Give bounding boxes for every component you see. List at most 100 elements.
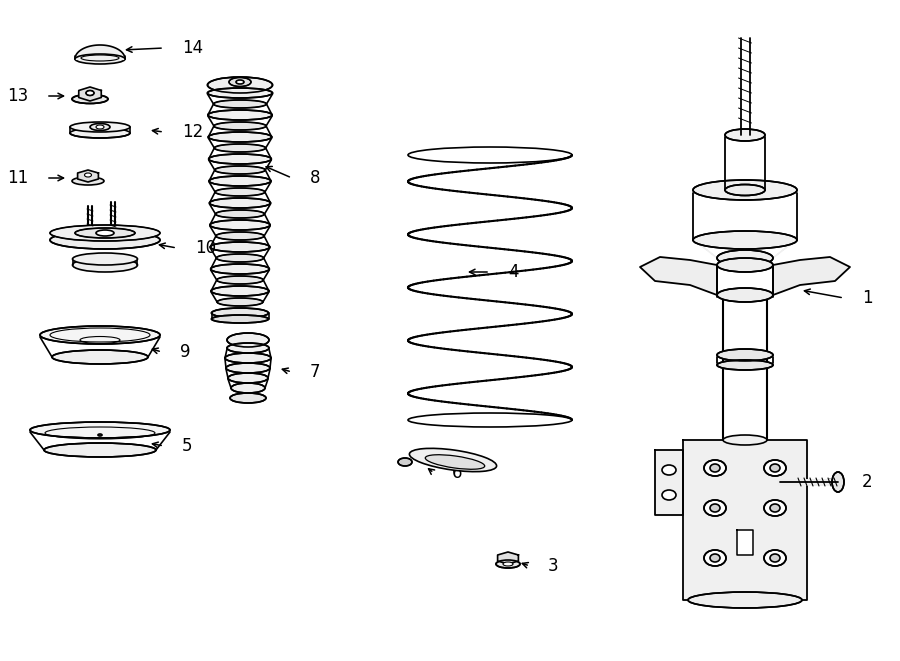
- Text: 10: 10: [195, 239, 216, 257]
- Ellipse shape: [704, 460, 726, 476]
- Ellipse shape: [725, 184, 765, 196]
- Ellipse shape: [216, 232, 264, 240]
- Text: 8: 8: [310, 169, 320, 187]
- Ellipse shape: [211, 264, 269, 274]
- Ellipse shape: [723, 435, 767, 445]
- Ellipse shape: [96, 230, 114, 236]
- Ellipse shape: [208, 88, 273, 98]
- Ellipse shape: [227, 343, 269, 353]
- Ellipse shape: [717, 349, 773, 361]
- Ellipse shape: [72, 177, 104, 185]
- Ellipse shape: [717, 250, 773, 266]
- Ellipse shape: [503, 562, 513, 566]
- Polygon shape: [737, 530, 753, 555]
- Ellipse shape: [764, 460, 786, 476]
- Ellipse shape: [770, 554, 780, 562]
- Text: 13: 13: [7, 87, 28, 105]
- Ellipse shape: [217, 276, 264, 284]
- Ellipse shape: [662, 490, 676, 500]
- Ellipse shape: [228, 373, 268, 383]
- Ellipse shape: [410, 448, 497, 472]
- Ellipse shape: [208, 77, 273, 93]
- Ellipse shape: [209, 154, 271, 164]
- Ellipse shape: [231, 383, 265, 393]
- Ellipse shape: [70, 122, 130, 132]
- Ellipse shape: [717, 288, 773, 302]
- Ellipse shape: [96, 125, 104, 129]
- Ellipse shape: [398, 458, 412, 466]
- Polygon shape: [498, 552, 518, 564]
- Polygon shape: [773, 257, 850, 295]
- Ellipse shape: [723, 290, 767, 300]
- Ellipse shape: [832, 472, 844, 492]
- Ellipse shape: [70, 128, 130, 138]
- Ellipse shape: [85, 173, 92, 177]
- Ellipse shape: [704, 500, 726, 516]
- Text: 4: 4: [508, 263, 518, 281]
- Ellipse shape: [209, 176, 271, 186]
- Ellipse shape: [227, 333, 269, 347]
- Text: 9: 9: [180, 343, 191, 361]
- Ellipse shape: [693, 180, 797, 200]
- Ellipse shape: [693, 231, 797, 249]
- Ellipse shape: [73, 258, 138, 272]
- Text: 1: 1: [862, 289, 873, 307]
- Polygon shape: [640, 257, 717, 295]
- Ellipse shape: [40, 326, 160, 344]
- Polygon shape: [77, 170, 98, 182]
- Ellipse shape: [229, 77, 251, 87]
- Ellipse shape: [212, 315, 268, 323]
- Polygon shape: [655, 450, 683, 515]
- Ellipse shape: [210, 198, 271, 208]
- Ellipse shape: [86, 91, 94, 95]
- Ellipse shape: [215, 166, 266, 174]
- Ellipse shape: [230, 393, 266, 403]
- Ellipse shape: [710, 464, 720, 472]
- Ellipse shape: [75, 228, 135, 238]
- Ellipse shape: [72, 95, 108, 104]
- Ellipse shape: [496, 560, 520, 568]
- Ellipse shape: [213, 100, 266, 108]
- Ellipse shape: [211, 242, 270, 252]
- Ellipse shape: [710, 554, 720, 562]
- Ellipse shape: [216, 254, 264, 262]
- Ellipse shape: [225, 353, 271, 363]
- Ellipse shape: [764, 500, 786, 516]
- Ellipse shape: [426, 455, 485, 469]
- Text: 11: 11: [7, 169, 28, 187]
- Ellipse shape: [717, 360, 773, 370]
- Text: 14: 14: [182, 39, 203, 57]
- Ellipse shape: [210, 220, 270, 230]
- Ellipse shape: [212, 286, 269, 296]
- Ellipse shape: [90, 124, 110, 130]
- Ellipse shape: [50, 225, 160, 241]
- Ellipse shape: [73, 253, 138, 265]
- Ellipse shape: [770, 464, 780, 472]
- Ellipse shape: [98, 434, 102, 436]
- Ellipse shape: [770, 504, 780, 512]
- Ellipse shape: [236, 80, 244, 84]
- Polygon shape: [693, 240, 797, 258]
- Ellipse shape: [226, 363, 270, 373]
- Polygon shape: [683, 440, 807, 600]
- Text: 3: 3: [548, 557, 559, 575]
- Ellipse shape: [725, 129, 765, 141]
- Polygon shape: [75, 45, 125, 59]
- Ellipse shape: [704, 550, 726, 566]
- Ellipse shape: [75, 54, 125, 64]
- Ellipse shape: [717, 258, 773, 272]
- Ellipse shape: [214, 144, 266, 152]
- Ellipse shape: [44, 443, 156, 457]
- Ellipse shape: [50, 231, 160, 249]
- Ellipse shape: [662, 465, 676, 475]
- Ellipse shape: [215, 210, 265, 218]
- Ellipse shape: [208, 110, 272, 120]
- Ellipse shape: [30, 422, 170, 438]
- Ellipse shape: [217, 298, 263, 306]
- Ellipse shape: [214, 122, 266, 130]
- Text: 7: 7: [310, 363, 320, 381]
- Ellipse shape: [710, 504, 720, 512]
- Text: 2: 2: [862, 473, 873, 491]
- Text: 5: 5: [182, 437, 193, 455]
- Ellipse shape: [764, 550, 786, 566]
